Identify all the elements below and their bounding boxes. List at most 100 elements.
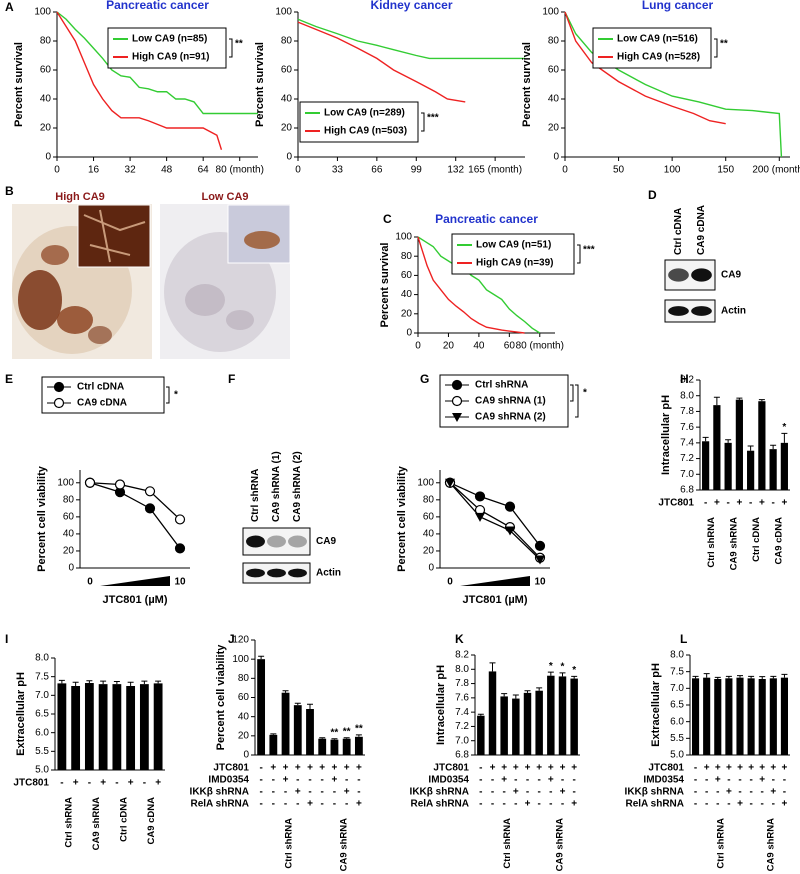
x-tick-label: 100 [664,165,681,176]
legend-label: Ctrl shRNA [475,380,528,391]
marker [504,501,516,512]
y-axis-label: Percent cell viability [396,465,408,572]
legend-label: High CA9 (n=503) [324,126,407,137]
marker [505,526,515,536]
chart-title: Lung cancer [642,0,714,12]
y-tick-label: 80 [548,36,560,47]
marker [445,478,455,488]
bar [281,692,290,755]
image-label: High CA9 [55,191,105,203]
bar [512,698,520,755]
condition-sign: + [770,787,776,798]
condition-sign: - [491,799,494,810]
x-tick-label: 48 [161,165,173,176]
y-tick-label: 80 [238,673,250,684]
condition-sign: - [272,775,275,786]
marker [475,512,485,522]
y-tick-label: 6.8 [455,750,469,761]
condition-sign: - [705,787,708,798]
error-bar [355,734,362,737]
marker [474,491,486,502]
error-bar [113,681,120,685]
group-label: CA9 shRNA [91,797,102,850]
y-tick-label: 20 [63,546,75,557]
dose-wedge [460,576,530,586]
error-bar [307,703,313,709]
y-tick-label: 8.0 [670,650,684,661]
y-tick-label: 60 [401,270,413,281]
legend-box [107,27,227,69]
condition-sign: + [571,799,577,810]
condition-sign: + [283,775,289,786]
significance-bracket [714,38,718,58]
y-tick-label: 0 [286,152,292,163]
x-axis-label: JTC801 (µM) [102,594,167,606]
blot-band [288,535,307,548]
condition-sign: - [321,775,324,786]
marker [451,395,463,407]
condition-sign: + [501,763,507,774]
significance: * [549,661,553,672]
legend-label: High CA9 (n=39) [476,258,554,269]
significance-bracket [575,384,579,418]
condition-sign: - [321,799,324,810]
y-tick-label: 80 [423,494,435,505]
bar [758,401,766,490]
significance: * [174,390,178,401]
error-bar [725,439,732,443]
legend-box [592,27,712,69]
row-label: Actin [316,568,341,579]
x-tick-label: 0 [87,577,93,588]
x-tick-label: 10 [174,577,186,588]
blot-band [246,535,265,548]
condition-sign: - [705,799,708,810]
y-tick-label: 5.5 [35,746,49,757]
condition-sign: + [319,763,325,774]
condition-label: IMD0354 [428,775,469,786]
legend-box [299,101,419,143]
y-tick-label: 7.2 [680,453,694,464]
condition-sign: - [526,775,529,786]
legend-label: CA9 shRNA (2) [475,412,546,423]
condition-sign: + [128,778,134,789]
y-tick-label: 6.8 [680,485,694,496]
condition-sign: - [572,787,575,798]
survival-curve [417,236,525,334]
condition-sign: + [571,763,577,774]
condition-sign: - [259,787,262,798]
y-tick-label: 60 [423,512,435,523]
error-bar [571,675,578,679]
dose-wedge [100,576,170,586]
error-bar [781,673,788,678]
error-bar [331,738,338,740]
y-tick-label: 40 [281,94,293,105]
condition-sign: - [284,799,287,810]
x-tick-label: 0 [54,165,60,176]
y-tick-label: 100 [34,7,51,18]
bar [747,450,755,490]
bar [547,675,555,755]
legend-label: Low CA9 (n=85) [132,34,207,45]
error-bar [703,673,710,678]
row-label: CA9 [721,270,741,281]
condition-sign: + [714,498,720,509]
error-bar [270,733,277,735]
condition-sign: - [549,799,552,810]
condition-sign: - [345,775,348,786]
chart-title: Pancreatic cancer [435,212,538,226]
y-axis-label: Percent survival [13,42,25,127]
y-tick-label: 7.0 [670,683,684,694]
condition-sign: + [270,763,276,774]
y-tick-label: 7.2 [455,721,469,732]
error-bar [512,694,519,699]
x-tick-label: 200 (month) [752,165,800,176]
y-tick-label: 5.0 [670,750,684,761]
y-tick-label: 7.6 [680,422,694,433]
condition-sign: - [537,799,540,810]
condition-sign: - [783,775,786,786]
tissue-detail [185,284,225,316]
group-label: Ctrl shRNA [502,818,513,869]
error-bar [294,702,301,706]
bar [758,679,766,755]
condition-sign: - [704,498,707,509]
